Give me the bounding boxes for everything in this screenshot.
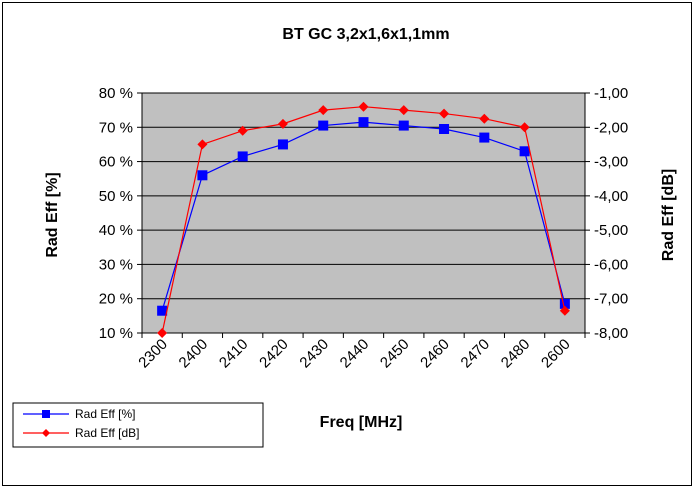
x-tick-label: 2600 (538, 336, 574, 372)
series-layer (157, 101, 570, 338)
y2-tick-label: -1,00 (594, 85, 628, 102)
data-point-square (398, 120, 409, 131)
y-tick-label: 30 % (99, 256, 133, 273)
legend-label-db: Rad Eff [dB] (75, 426, 139, 440)
x-tick-label: 2400 (176, 336, 212, 372)
x-tick-label: 2420 (256, 336, 292, 372)
data-point-diamond (318, 105, 329, 116)
y-tick-label: 70 % (99, 119, 133, 136)
data-point-diamond (277, 118, 288, 129)
legend-marker-pct (42, 410, 50, 418)
x-tick-label: 2480 (498, 336, 534, 372)
x-tick-label: 2470 (458, 336, 494, 372)
legend: Rad Eff [%] Rad Eff [dB] (12, 402, 264, 448)
x-axis-label: Freq [MHz] (320, 414, 403, 431)
x-tick-label: 2300 (135, 336, 171, 372)
y-tick-label: 60 % (99, 154, 133, 171)
y-tick-label: 80 % (99, 85, 133, 102)
data-point-square (277, 139, 288, 150)
chart-frame: 10 % 20 % 30 % 40 % 50 % 60 % 70 % 80 % -8,00 -7… (2, 2, 692, 486)
data-point-diamond (519, 122, 530, 133)
data-point-square (197, 170, 208, 181)
x-tick-label: 2440 (337, 336, 373, 372)
y2-tick-label: -8,00 (594, 325, 628, 342)
y-tick-label: 20 % (99, 291, 133, 308)
legend-box (12, 402, 264, 448)
right-axis-ticks: -8,00 -7,00 -6,00 -5,00 -4,00 -3,00 -2,00 -1,00 (585, 85, 628, 342)
y-tick-label: 50 % (99, 188, 133, 205)
data-point-square (479, 132, 490, 143)
chart-title: BT GC 3,2x1,6x1,1mm (282, 26, 449, 43)
y2-tick-label: -6,00 (594, 256, 628, 273)
chart: 10 % 20 % 30 % 40 % 50 % 60 % 70 % 80 % -8,00 -7… (12, 26, 677, 448)
y2-tick-label: -2,00 (594, 119, 628, 136)
y-tick-label: 10 % (99, 325, 133, 342)
data-point-diamond (157, 328, 168, 338)
data-point-diamond (559, 305, 570, 316)
x-tick-label: 2430 (296, 336, 332, 372)
data-point-diamond (197, 139, 208, 150)
data-point-diamond (479, 113, 490, 124)
y2-tick-label: -3,00 (594, 154, 628, 171)
data-point-diamond (398, 105, 409, 116)
data-point-diamond (358, 101, 369, 112)
data-point-diamond (439, 108, 450, 119)
y2-tick-label: -5,00 (594, 222, 628, 239)
y-axis-label: Rad Eff [%] (44, 172, 61, 257)
data-point-square (157, 305, 168, 316)
x-tick-label: 2450 (377, 336, 413, 372)
left-axis-ticks: 10 % 20 % 30 % 40 % 50 % 60 % 70 % 80 % (99, 85, 142, 342)
data-point-square (237, 151, 248, 162)
data-point-square (439, 124, 450, 134)
x-tick-label: 2410 (216, 336, 252, 372)
grid-lines (142, 126, 585, 300)
data-point-square (519, 146, 530, 157)
y-tick-label: 40 % (99, 222, 133, 239)
y2-tick-label: -7,00 (594, 291, 628, 308)
data-point-square (318, 120, 329, 131)
y2-axis-label: Rad Eff [dB] (660, 169, 677, 261)
legend-label-pct: Rad Eff [%] (75, 407, 135, 421)
plot-area (141, 92, 586, 334)
x-tick-label: 2460 (417, 336, 453, 372)
x-axis-ticks: 2300 2400 2410 2420 2430 2440 2450 2460 2470 2480… (135, 333, 586, 372)
legend-marker-db (42, 429, 50, 437)
data-point-square (358, 117, 369, 128)
data-point-square (559, 298, 570, 309)
y2-tick-label: -4,00 (594, 188, 628, 205)
